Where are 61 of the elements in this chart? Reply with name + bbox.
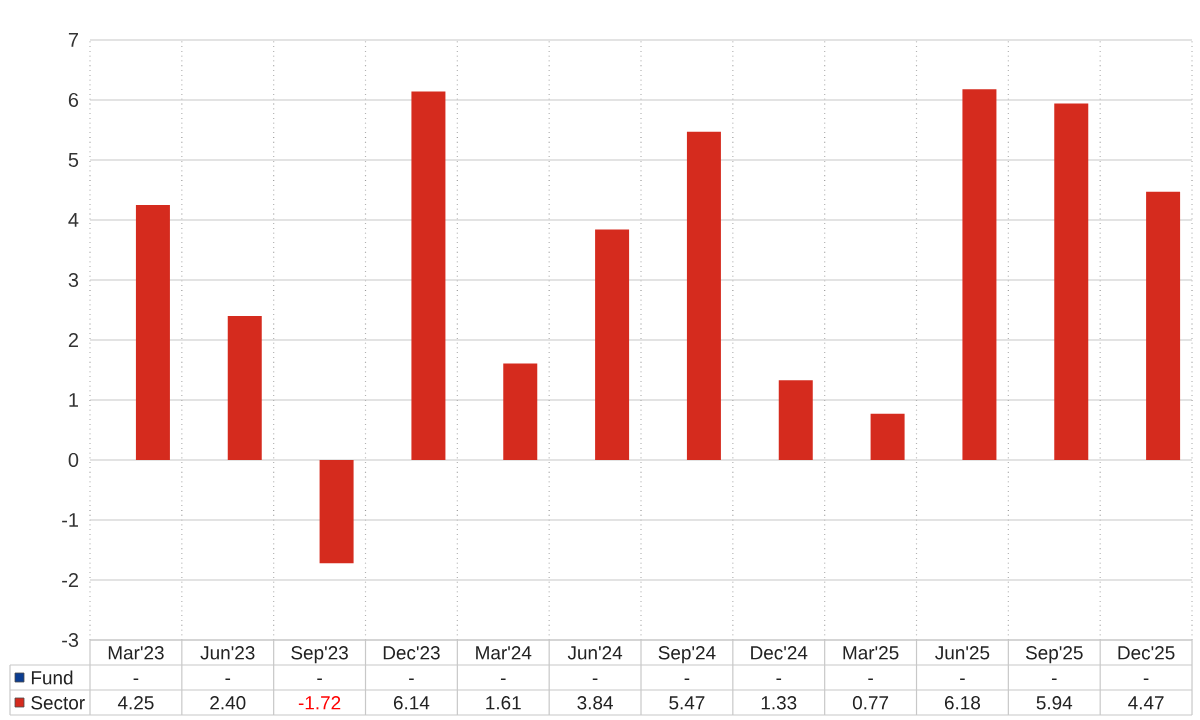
y-tick-label: 7 — [68, 33, 78, 47]
y-tick-label: 0 — [68, 452, 79, 468]
y-tick-label: -1 — [62, 513, 79, 527]
text: - — [409, 678, 414, 681]
x-tick-label: Jun'25 — [935, 646, 990, 660]
bar — [1054, 103, 1089, 460]
x-tick-label: Mar'25 — [843, 646, 899, 660]
data-label: 1.33 — [761, 696, 797, 710]
data-label: 2.40 — [210, 696, 246, 710]
text: - — [225, 678, 231, 681]
bar — [135, 204, 170, 460]
x-tick-label: Dec'25 — [1118, 646, 1175, 660]
y-tick-label: 3 — [68, 272, 79, 288]
bar — [962, 89, 997, 460]
text: - — [1051, 678, 1057, 681]
x-tick-label: Dec'24 — [751, 646, 808, 660]
x-tick-label: Jun'23 — [200, 646, 255, 660]
bar — [227, 315, 262, 460]
bar — [503, 363, 538, 460]
x-tick-label: Dec'23 — [383, 646, 440, 660]
y-tick-label: 6 — [68, 92, 79, 108]
bar — [686, 131, 721, 460]
text: - — [317, 678, 322, 681]
bar — [1146, 191, 1181, 460]
data-label: 4.25 — [117, 696, 154, 710]
text: - — [500, 678, 506, 681]
text: - — [684, 678, 690, 681]
text: - — [960, 678, 965, 681]
x-tick-label: Mar'23 — [108, 646, 164, 660]
legend-label: Sector — [31, 696, 85, 710]
bar — [411, 91, 446, 460]
text: - — [133, 678, 139, 681]
text: - — [868, 678, 873, 681]
data-label: 5.94 — [1036, 696, 1073, 710]
y-tick-label: -3 — [62, 632, 79, 648]
bar — [319, 459, 354, 564]
data-label: 5.47 — [669, 696, 705, 710]
x-tick-label: Sep'23 — [291, 646, 348, 664]
y-tick-label: -2 — [62, 573, 78, 587]
bar — [778, 380, 813, 460]
x-tick-label: Mar'24 — [476, 646, 532, 660]
data-label: 3.84 — [577, 696, 613, 710]
data-label: -1.72 — [298, 696, 341, 710]
data-label: 0.77 — [852, 696, 889, 710]
legend-label: Fund — [31, 670, 73, 685]
y-tick-label: 2 — [68, 333, 78, 347]
y-tick-label: 4 — [68, 213, 79, 227]
x-tick-label: Jun'24 — [567, 646, 623, 660]
data-label: 6.18 — [944, 696, 981, 710]
data-label: 6.14 — [393, 696, 430, 710]
bar — [595, 229, 630, 460]
bar — [870, 413, 905, 460]
data-label: 1.61 — [486, 696, 521, 710]
y-tick-label: 5 — [68, 153, 79, 167]
text: - — [592, 678, 598, 681]
data-label: 4.47 — [1128, 696, 1164, 710]
x-tick-label: Sep'25 — [1025, 646, 1083, 664]
x-tick-label: Sep'24 — [658, 646, 716, 664]
y-tick-label: 1 — [69, 393, 78, 407]
text: - — [776, 678, 782, 681]
text: - — [1143, 678, 1149, 681]
